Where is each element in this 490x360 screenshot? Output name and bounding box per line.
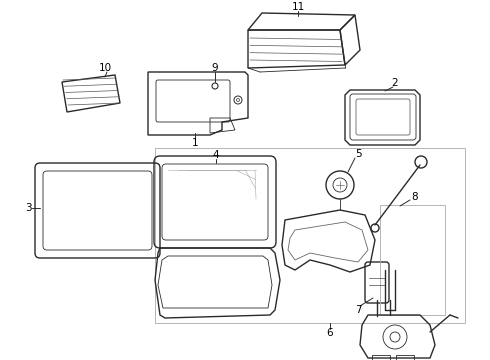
Text: 3: 3: [24, 203, 31, 213]
Bar: [380, 205, 445, 315]
Text: 10: 10: [98, 63, 112, 73]
Text: 7: 7: [355, 305, 361, 315]
Bar: [155, 148, 465, 323]
Text: 9: 9: [212, 63, 219, 73]
Text: 11: 11: [292, 2, 305, 12]
Bar: [372, 355, 390, 360]
Text: 2: 2: [392, 78, 398, 88]
Bar: [396, 355, 414, 360]
Text: 5: 5: [355, 149, 361, 159]
Text: 4: 4: [213, 150, 220, 160]
Text: 8: 8: [412, 192, 418, 202]
Text: 6: 6: [327, 328, 333, 338]
Text: 1: 1: [192, 138, 198, 148]
